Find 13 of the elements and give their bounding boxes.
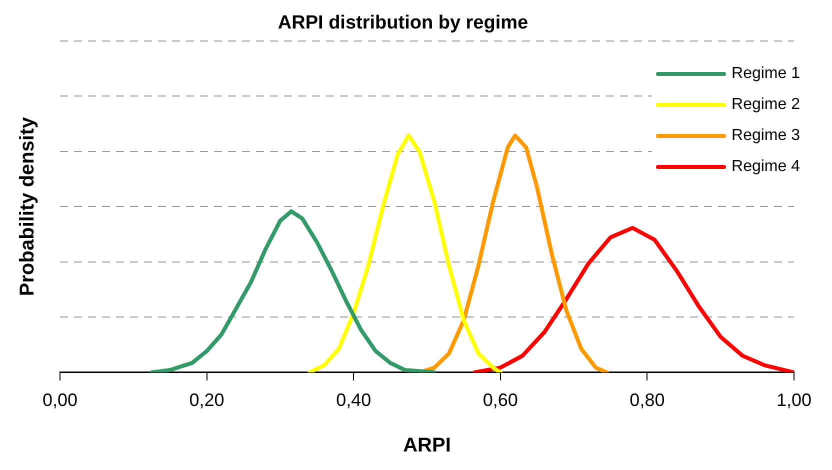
- x-tick-label: 0,40: [336, 390, 372, 410]
- legend-label: Regime 1: [732, 64, 800, 82]
- x-tick-label: 0,20: [189, 390, 224, 410]
- x-tick-label: 0,00: [42, 390, 78, 410]
- x-tick-label: 0,80: [630, 390, 665, 410]
- x-axis-title: ARPI: [403, 434, 451, 457]
- x-tick-label: 1,00: [776, 390, 812, 410]
- legend-label: Regime 4: [732, 158, 800, 176]
- legend-label: Regime 2: [732, 96, 800, 114]
- y-axis-title: Probability density: [16, 116, 39, 296]
- chart-title: ARPI distribution by regime: [278, 12, 528, 34]
- legend-label: Regime 3: [732, 126, 800, 144]
- x-tick-label: 0,60: [482, 390, 518, 410]
